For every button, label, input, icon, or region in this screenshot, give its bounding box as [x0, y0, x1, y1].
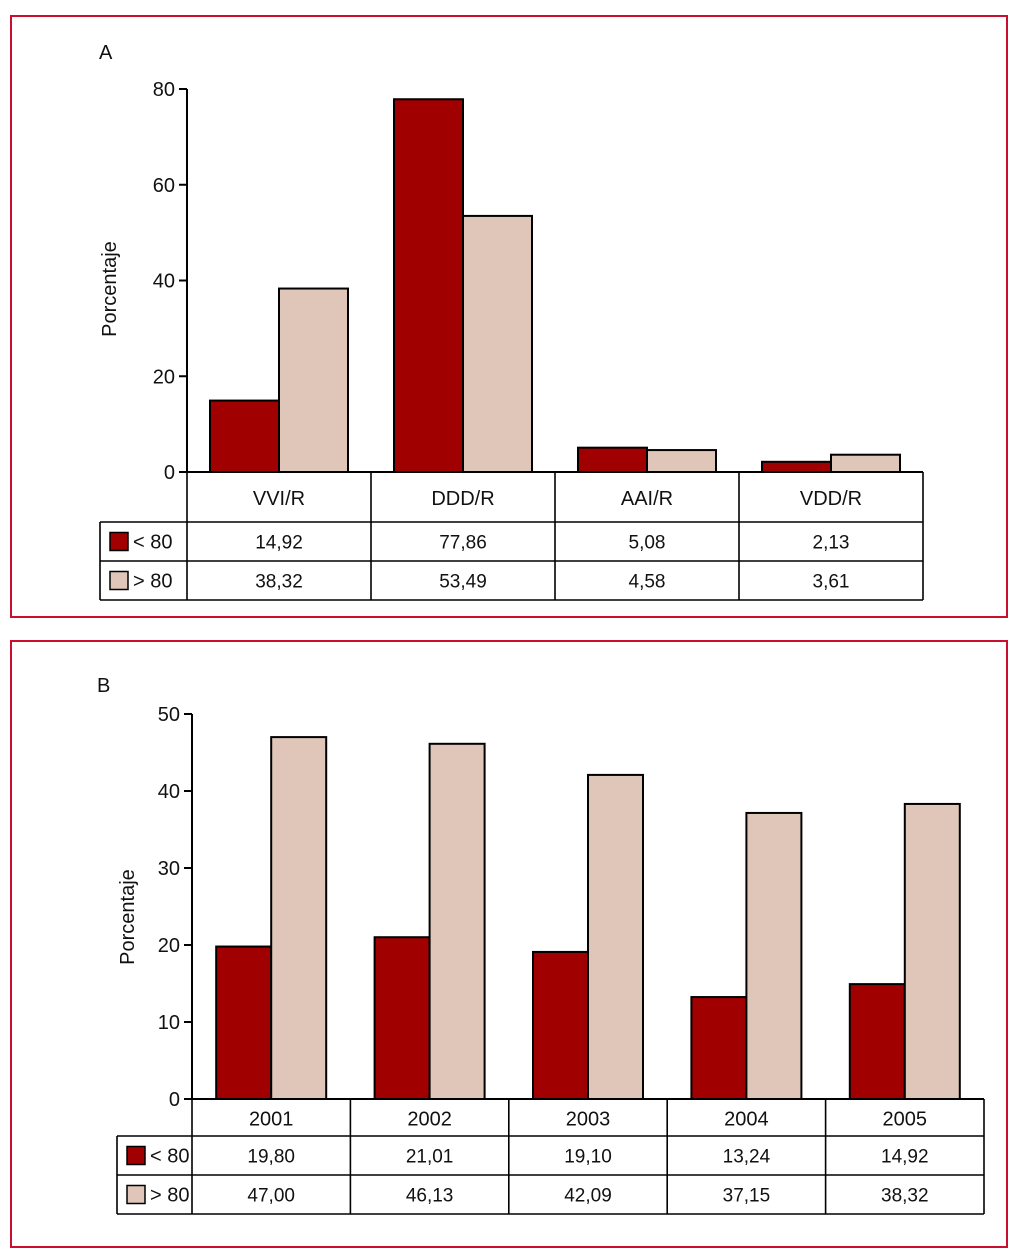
- data-label-b-under80-2002: 21,01: [406, 1147, 454, 1168]
- legend-label-b-under80: < 80: [150, 1146, 189, 1168]
- data-label-a-over80-VVI-R: 38,32: [255, 572, 303, 593]
- data-label-b-under80-2004: 13,24: [723, 1147, 771, 1168]
- y-tick-label-b-50: 50: [158, 704, 180, 726]
- y-axis-label-b: Porcentaje: [117, 869, 139, 965]
- chart-panel-a: A Porcentaje 0 20 40 60 80 VVI/R DDD/R AAI/R VDD…: [10, 15, 1008, 618]
- x-tick-label-b-2002: 2002: [407, 1109, 452, 1131]
- data-label-a-over80-DDD-R: 53,49: [439, 572, 487, 593]
- x-tick-label-a-VDD-R: VDD/R: [800, 488, 862, 510]
- bar-b-under80-2001: [215, 945, 273, 1101]
- data-label-b-under80-2005: 14,92: [881, 1147, 929, 1168]
- x-tick-label-a-DDD-R: DDD/R: [431, 488, 494, 510]
- data-label-b-over80-2003: 42,09: [564, 1186, 612, 1207]
- x-tick-label-b-2004: 2004: [724, 1109, 769, 1131]
- data-label-a-under80-VVI-R: 14,92: [255, 533, 303, 554]
- bar-b-under80-2004: [690, 996, 748, 1100]
- x-tick-label-b-2003: 2003: [566, 1109, 611, 1131]
- chart-panel-b: B Porcentaje 0 10 20 30 40 50 2001 2002 2003 2004…: [10, 640, 1008, 1248]
- y-tick-label-a-20: 20: [153, 366, 175, 388]
- bar-a-under80-DDD-R: [393, 98, 464, 474]
- y-tick-label-b-30: 30: [158, 858, 180, 880]
- legend-label-b-over80: > 80: [150, 1185, 189, 1207]
- y-axis-label-a: Porcentaje: [99, 241, 121, 337]
- legend-label-a-over80: > 80: [133, 571, 172, 593]
- chart-b-svg: B Porcentaje 0 10 20 30 40 50 2001 2002 2003 2004…: [97, 675, 985, 1215]
- data-label-a-under80-AAI-R: 5,08: [629, 533, 666, 554]
- bar-b-over80-2002: [428, 742, 486, 1100]
- y-tick-label-b-10: 10: [158, 1012, 180, 1034]
- data-label-b-over80-2001: 47,00: [247, 1186, 295, 1207]
- panel-b-label: B: [97, 675, 110, 697]
- data-label-b-over80-2004: 37,15: [723, 1186, 771, 1207]
- x-tick-label-a-AAI-R: AAI/R: [621, 488, 673, 510]
- data-label-a-under80-VDD-R: 2,13: [813, 533, 850, 554]
- legend-label-a-under80: < 80: [133, 532, 172, 554]
- legend-swatch-a-over80: [109, 570, 129, 591]
- bar-a-over80-DDD-R: [462, 214, 533, 473]
- data-label-a-under80-DDD-R: 77,86: [439, 533, 487, 554]
- data-label-b-under80-2001: 19,80: [247, 1147, 295, 1168]
- y-tick-label-a-60: 60: [153, 175, 175, 197]
- bar-a-over80-AAI-R: [646, 449, 717, 473]
- data-label-a-over80-VDD-R: 3,61: [813, 572, 850, 593]
- bar-b-over80-2003: [587, 773, 644, 1100]
- data-label-b-over80-2002: 46,13: [406, 1186, 454, 1207]
- y-tick-label-b-20: 20: [158, 935, 180, 957]
- legend-swatch-b-over80: [126, 1184, 146, 1205]
- bar-b-over80-2001: [270, 736, 328, 1100]
- bar-b-under80-2003: [532, 950, 589, 1100]
- data-label-b-over80-2005: 38,32: [881, 1186, 929, 1207]
- bar-a-under80-AAI-R: [577, 446, 648, 474]
- y-tick-label-b-0: 0: [169, 1089, 180, 1111]
- panel-a-label: A: [99, 42, 113, 64]
- legend-swatch-a-under80: [109, 531, 129, 552]
- bar-a-over80-VVI-R: [278, 287, 349, 473]
- legend-swatch-b-under80: [126, 1145, 146, 1166]
- bar-b-under80-2002: [373, 936, 431, 1100]
- y-tick-label-a-0: 0: [164, 462, 175, 484]
- bar-a-under80-VVI-R: [209, 399, 280, 473]
- data-label-b-under80-2003: 19,10: [564, 1147, 612, 1168]
- chart-a-svg: A Porcentaje 0 20 40 60 80 VVI/R DDD/R AAI/R VDD…: [99, 42, 924, 601]
- y-tick-label-a-40: 40: [153, 271, 175, 293]
- x-tick-label-a-VVI-R: VVI/R: [253, 488, 305, 510]
- bar-b-under80-2005: [848, 983, 906, 1100]
- bar-a-under80-VDD-R: [761, 460, 832, 473]
- bar-b-over80-2005: [903, 802, 961, 1100]
- y-tick-label-a-80: 80: [153, 79, 175, 101]
- data-label-a-over80-AAI-R: 4,58: [629, 572, 666, 593]
- x-tick-label-b-2005: 2005: [883, 1109, 928, 1131]
- bar-a-over80-VDD-R: [830, 453, 901, 474]
- x-tick-label-b-2001: 2001: [249, 1109, 294, 1131]
- y-tick-label-b-40: 40: [158, 781, 180, 803]
- bar-b-over80-2004: [745, 811, 803, 1100]
